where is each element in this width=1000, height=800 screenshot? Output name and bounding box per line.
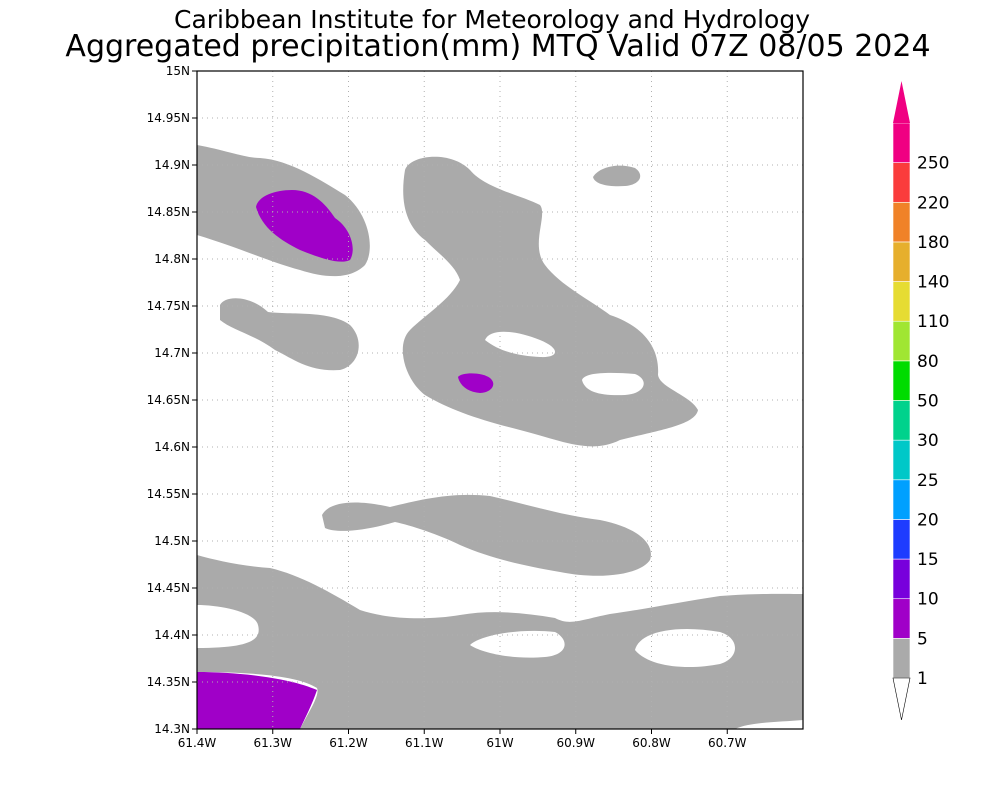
legend-level-label: 180 [917,233,949,253]
legend-level-label: 80 [917,352,939,372]
latitude-tick-label: 14.65N [147,393,190,407]
precip-core-southwest [197,672,317,729]
latitude-tick-label: 14.8N [154,252,190,266]
legend-swatch [892,281,911,322]
longitude-tick-label: 61.3W [253,736,292,750]
precip-core-northwest [256,190,353,262]
latitude-tick-label: 14.75N [147,299,190,313]
legend-swatch [892,558,911,600]
legend-level-label: 5 [917,629,928,649]
latitude-tick-label: 14.9N [154,158,190,172]
latitude-tick-label: 14.7N [154,346,190,360]
legend-level-label: 10 [917,590,939,610]
legend-level-label: 250 [917,154,949,174]
map-gridlines [197,71,803,729]
precip-area-south-band [197,555,803,729]
legend-swatch [892,598,911,639]
map-area [196,70,804,730]
longitude-tick-label: 60.9W [556,736,595,750]
legend-swatch [892,439,911,481]
latitude-tick-label: 14.4N [154,628,190,642]
legend-over-arrow [893,81,910,123]
legend-level-label: 20 [917,510,939,530]
figure-title-product: Aggregated precipitation(mm) MTQ Valid 0… [65,29,930,64]
latitude-tick-label: 15N [166,64,190,78]
legend-level-label: 110 [917,312,949,332]
longitude-axis: 61.4W 61.3W 61.2W 61.1W 61W 60.9W 60.8W 60.7W [178,729,747,750]
precip-area-middle-band [322,494,651,576]
legend-swatch [892,400,911,441]
legend-swatch [892,162,911,203]
legend-swatch [892,638,911,679]
latitude-tick-label: 14.85N [147,205,190,219]
legend-under-arrow [892,677,911,721]
precip-area-west-blob [220,298,359,371]
legend-swatch [892,519,911,560]
latitude-tick-label: 14.6N [154,440,190,454]
latitude-tick-label: 14.55N [147,487,190,501]
longitude-tick-label: 61.1W [405,736,444,750]
legend-level-label: 140 [917,273,949,293]
legend-level-label: 25 [917,471,939,491]
legend-swatch [892,320,911,362]
longitude-tick-label: 60.7W [708,736,747,750]
legend-swatch [892,201,911,243]
longitude-tick-label: 61W [486,736,513,750]
precipitation-field [197,145,803,729]
legend-level-label: 50 [917,392,939,412]
longitude-tick-label: 60.8W [632,736,671,750]
legend-swatch [892,479,911,520]
figure-title-institute: Caribbean Institute for Meteorology and … [174,5,810,34]
latitude-tick-label: 14.45N [147,581,190,595]
latitude-tick-label: 14.3N [154,722,190,736]
longitude-tick-label: 61.2W [329,736,368,750]
legend-swatch [892,241,911,282]
latitude-tick-label: 14.35N [147,675,190,689]
latitude-tick-label: 14.5N [154,534,190,548]
precip-area-northeast-small [593,165,641,187]
legend-swatch [892,122,911,163]
longitude-tick-label: 61.4W [178,736,217,750]
legend-level-label: 220 [917,193,949,213]
legend-level-label: 15 [917,550,939,570]
precip-core-central [458,373,494,393]
legend-level-label: 1 [917,669,928,689]
legend-level-label: 30 [917,431,939,451]
latitude-tick-label: 14.95N [147,111,190,125]
latitude-axis: 14.3N 14.35N 14.4N 14.45N 14.5N 14.55N 14.6N 14… [147,64,197,736]
legend-swatch [892,360,911,401]
